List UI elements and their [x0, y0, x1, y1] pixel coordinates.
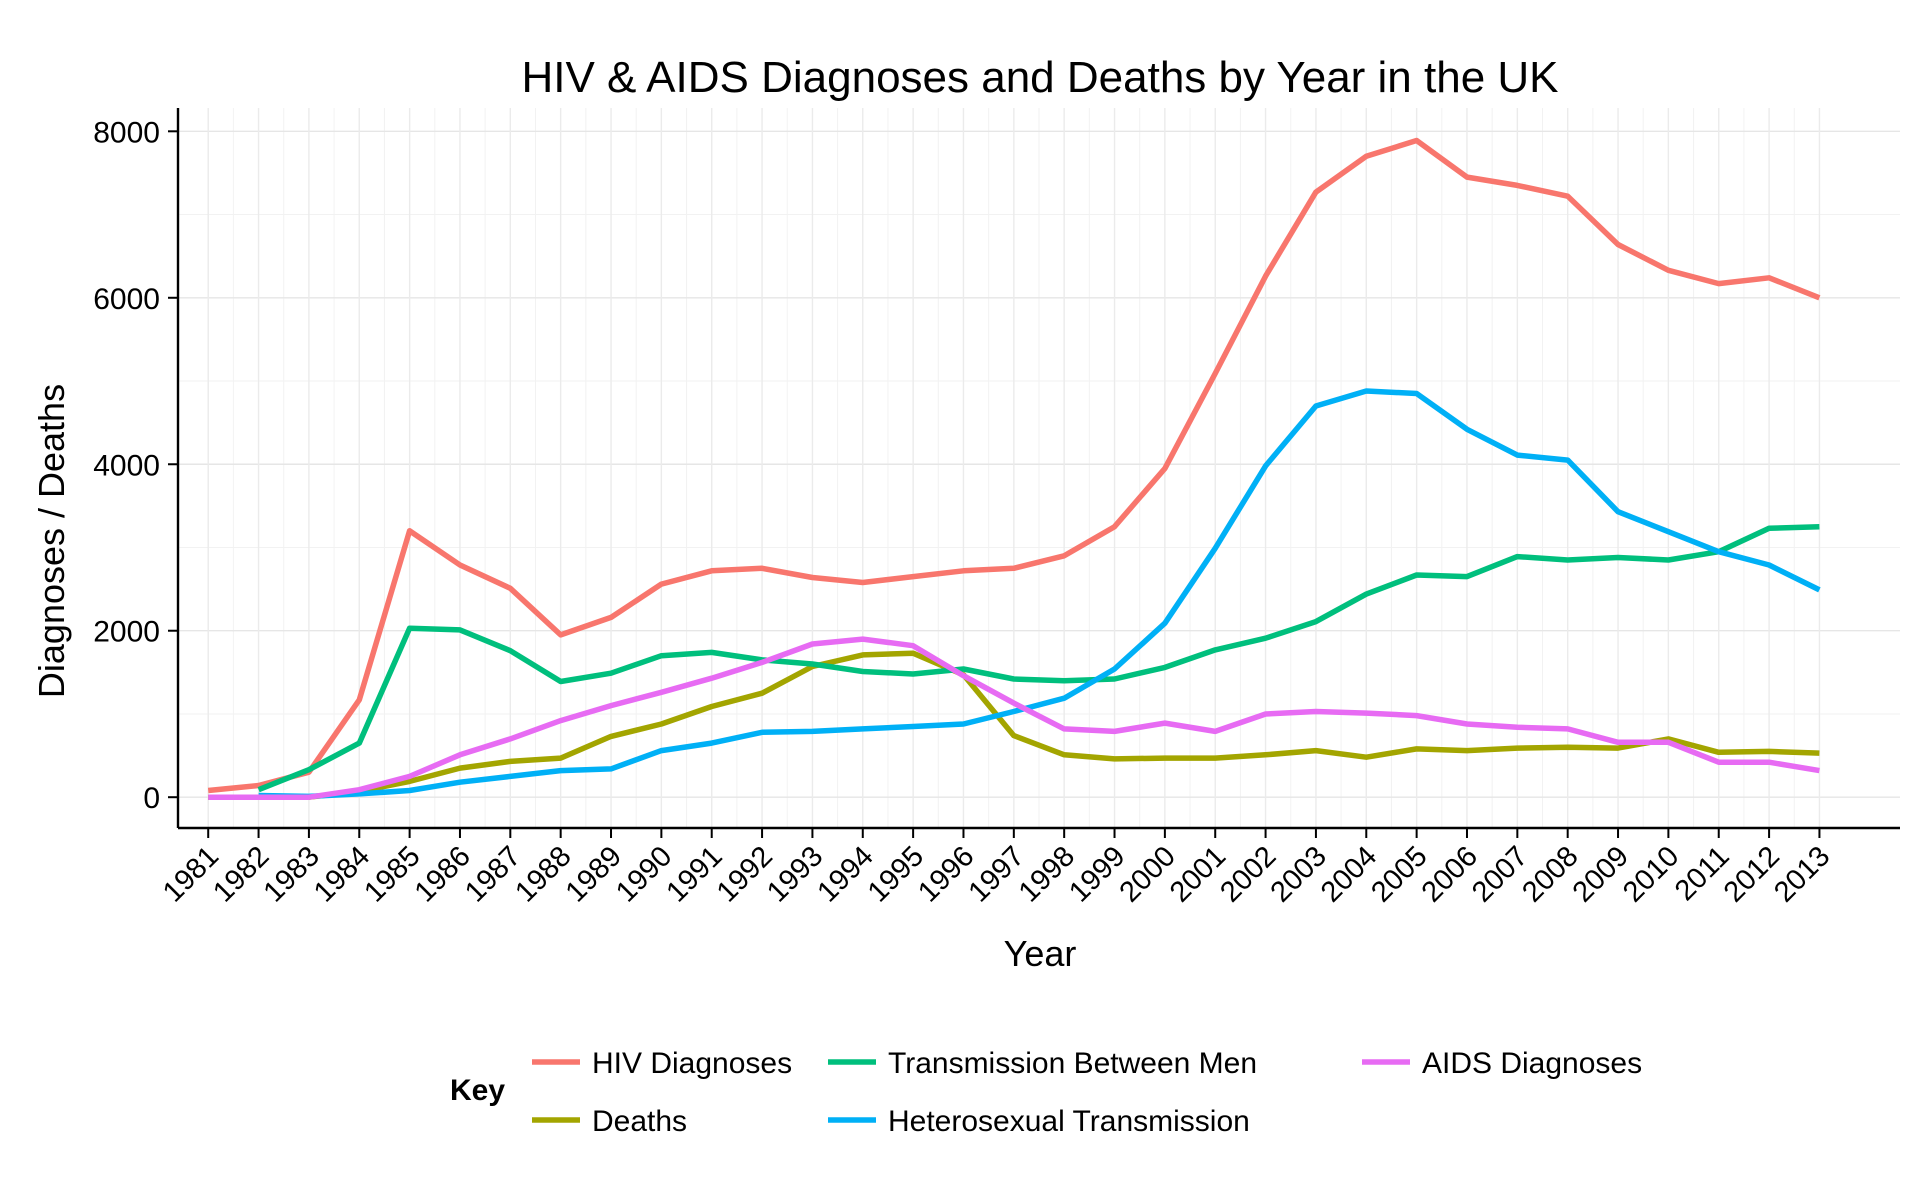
chart-title: HIV & AIDS Diagnoses and Deaths by Year …: [521, 53, 1558, 102]
x-tick-label: 2007: [1466, 840, 1534, 908]
series-line-3: [258, 388, 1821, 800]
x-tick-label: 1990: [610, 840, 678, 908]
x-tick-label: 1982: [207, 840, 275, 908]
x-tick-label: 2003: [1265, 840, 1333, 908]
x-tick-label: 1991: [660, 840, 728, 908]
plot-area: 0200040006000800019811982198319841985198…: [93, 108, 1900, 909]
x-tick-label: 2010: [1617, 840, 1685, 908]
x-tick-label: 1986: [409, 840, 477, 908]
x-axis-title: Year: [1004, 933, 1077, 974]
x-tick-label: 1984: [308, 840, 376, 908]
y-tick-label: 0: [143, 782, 160, 815]
x-tick-label: 2013: [1768, 840, 1836, 908]
y-axis-title: Diagnoses / Deaths: [31, 384, 72, 698]
x-tick-label: 1981: [157, 840, 225, 908]
y-tick-label: 8000: [93, 116, 160, 149]
x-tick-label: 2006: [1416, 840, 1484, 908]
legend-label-1: Deaths: [592, 1105, 687, 1138]
x-tick-label: 2008: [1516, 840, 1584, 908]
x-tick-label: 1998: [1013, 840, 1081, 908]
series-line-0: [207, 137, 1821, 794]
legend-label-0: HIV Diagnoses: [592, 1047, 792, 1080]
x-tick-label: 2012: [1718, 840, 1786, 908]
series-line-4: [208, 636, 1820, 800]
x-tick-label: 1992: [711, 840, 779, 908]
series-line-2: [257, 523, 1820, 793]
legend-label-4: AIDS Diagnoses: [1422, 1047, 1642, 1080]
legend-label-3: Heterosexual Transmission: [888, 1105, 1250, 1138]
x-tick-label: 1989: [560, 840, 628, 908]
x-tick-label: 1996: [912, 840, 980, 908]
x-tick-label: 1983: [258, 840, 326, 908]
x-tick-label: 2001: [1164, 840, 1232, 908]
x-tick-label: 2002: [1214, 840, 1282, 908]
legend: Key HIV Diagnoses Deaths Transmission Betwe…: [450, 1047, 1642, 1138]
y-tick-label: 6000: [93, 283, 160, 316]
legend-title: Key: [450, 1074, 505, 1107]
x-tick-label: 2004: [1315, 840, 1383, 908]
x-tick-label: 2011: [1669, 840, 1736, 907]
x-tick-label: 2000: [1114, 840, 1182, 908]
x-tick-label: 1987: [459, 840, 527, 908]
x-tick-label: 1995: [862, 840, 930, 908]
y-tick-label: 4000: [93, 449, 160, 482]
x-tick-label: 1985: [358, 840, 426, 908]
x-tick-label: 2009: [1567, 840, 1635, 908]
x-tick-label: 1988: [509, 840, 577, 908]
x-tick-label: 1997: [963, 840, 1031, 908]
x-tick-label: 1993: [761, 840, 829, 908]
y-tick-label: 2000: [93, 616, 160, 649]
x-tick-label: 1999: [1063, 840, 1131, 908]
x-tick-label: 1994: [811, 840, 879, 908]
series-line-1: [208, 650, 1820, 800]
legend-label-2: Transmission Between Men: [888, 1047, 1257, 1080]
x-tick-label: 2005: [1365, 840, 1433, 908]
